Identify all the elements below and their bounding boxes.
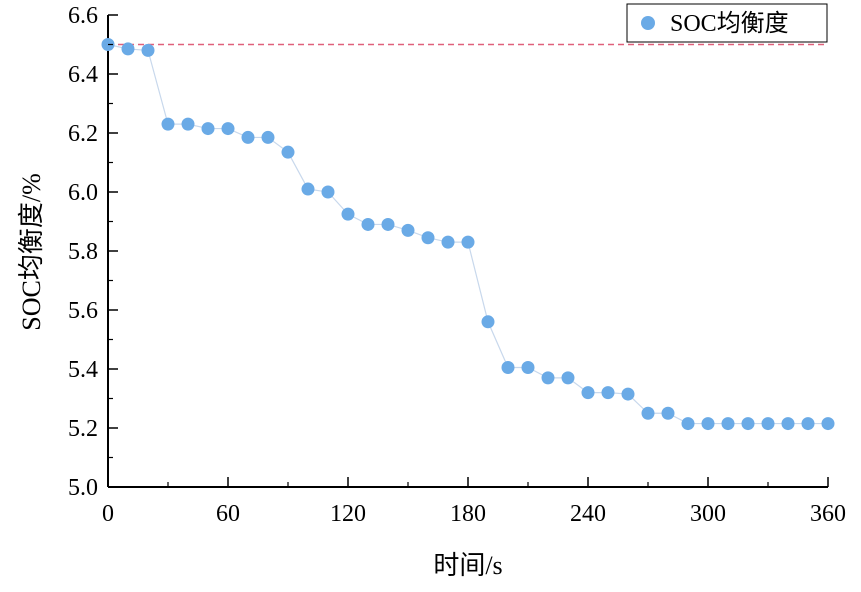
data-point xyxy=(681,417,695,431)
data-point xyxy=(801,417,815,431)
y-tick-label: 5.6 xyxy=(68,298,98,324)
y-tick-label: 6.6 xyxy=(68,3,98,29)
data-point xyxy=(161,117,175,131)
data-point xyxy=(461,235,475,249)
x-tick-label: 300 xyxy=(690,501,726,527)
data-point xyxy=(581,386,595,400)
data-point xyxy=(121,42,135,56)
data-point xyxy=(141,43,155,57)
y-tick-label: 6.2 xyxy=(68,121,98,147)
series-line xyxy=(107,43,828,425)
data-point xyxy=(321,185,335,199)
y-tick-label: 5.0 xyxy=(68,475,98,501)
data-point xyxy=(361,217,375,231)
axis-layer: 0 60 120 180 240 300 360 5.0 5.2 5.4 5.6 5.8 6.0 6.2 6… xyxy=(68,3,846,527)
data-point xyxy=(201,122,215,136)
x-axis-title: 时间/s xyxy=(433,551,502,580)
data-point xyxy=(601,386,615,400)
data-point xyxy=(441,235,455,249)
legend-label: SOC均衡度 xyxy=(670,10,789,37)
data-point xyxy=(741,417,755,431)
plot-area xyxy=(107,15,828,488)
x-tick-label: 120 xyxy=(330,501,366,527)
legend-box xyxy=(626,3,828,43)
data-point xyxy=(181,117,195,131)
data-point xyxy=(301,182,315,196)
x-tick-label: 180 xyxy=(450,501,486,527)
data-point xyxy=(381,217,395,231)
x-tick-label: 0 xyxy=(102,501,114,527)
legend-marker xyxy=(641,16,655,30)
data-point xyxy=(281,145,295,159)
x-tick-label: 60 xyxy=(216,501,240,527)
y-axis-title: SOC均衡度/% xyxy=(17,173,46,330)
y-tick-label: 5.4 xyxy=(68,357,98,383)
data-point xyxy=(641,406,655,420)
series-layer xyxy=(101,38,835,431)
data-point xyxy=(241,130,255,144)
data-point xyxy=(341,207,355,221)
data-point xyxy=(501,361,515,375)
x-tick-label: 360 xyxy=(810,501,846,527)
data-point xyxy=(421,231,435,245)
x-tick-label: 240 xyxy=(570,501,606,527)
y-tick-label: 5.2 xyxy=(68,416,98,442)
data-point xyxy=(401,223,415,237)
data-point xyxy=(561,371,575,385)
data-point xyxy=(661,406,675,420)
data-point xyxy=(821,417,835,431)
data-point xyxy=(761,417,775,431)
data-point xyxy=(541,371,555,385)
data-point xyxy=(621,387,635,401)
data-point xyxy=(721,417,735,431)
y-tick-label: 5.8 xyxy=(68,239,98,265)
data-point xyxy=(221,122,235,136)
y-tick-label: 6.4 xyxy=(68,62,98,88)
legend: SOC均衡度 xyxy=(626,3,828,43)
data-point xyxy=(481,315,495,329)
data-point xyxy=(521,361,535,375)
data-point xyxy=(781,417,795,431)
data-point xyxy=(701,417,715,431)
data-point xyxy=(261,130,275,144)
y-tick-label: 6.0 xyxy=(68,180,98,206)
